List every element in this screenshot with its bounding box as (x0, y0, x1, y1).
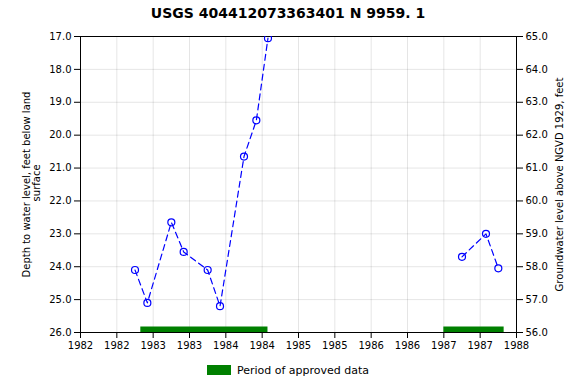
html-text:USGS 404412073363401 N 9959. 1: USGS 404412073363401 N 9959. 1 (150, 5, 426, 21)
svg-text:58.0: 58.0 (526, 261, 548, 272)
svg-text:61.0: 61.0 (526, 162, 548, 173)
svg-text:Depth to water level, feet bel: Depth to water level, feet below land su… (21, 92, 42, 278)
svg-text:19.0: 19.0 (49, 96, 71, 107)
svg-text:17.0: 17.0 (49, 31, 71, 42)
svg-text:18.0: 18.0 (49, 64, 71, 75)
svg-text:1984: 1984 (249, 340, 274, 351)
svg-text:60.0: 60.0 (526, 195, 548, 206)
svg-text:1982: 1982 (68, 340, 93, 351)
svg-text:25.0: 25.0 (49, 294, 71, 305)
svg-text:1986: 1986 (358, 340, 383, 351)
svg-text:1982: 1982 (104, 340, 129, 351)
svg-text:20.0: 20.0 (49, 129, 71, 140)
svg-text:26.0: 26.0 (49, 327, 71, 338)
svg-text:23.0: 23.0 (49, 228, 71, 239)
svg-text:21.0: 21.0 (49, 162, 71, 173)
svg-text:63.0: 63.0 (526, 96, 548, 107)
svg-text:1988: 1988 (504, 340, 529, 351)
svg-text:24.0: 24.0 (49, 261, 71, 272)
svg-text:1983: 1983 (177, 340, 202, 351)
svg-text:1985: 1985 (286, 340, 311, 351)
svg-text:59.0: 59.0 (526, 228, 548, 239)
svg-text:57.0: 57.0 (526, 294, 548, 305)
svg-text:64.0: 64.0 (526, 64, 548, 75)
svg-text:62.0: 62.0 (526, 129, 548, 140)
html-text:Period of approved data: Period of approved data (236, 363, 370, 377)
svg-text:22.0: 22.0 (49, 195, 71, 206)
svg-text:1983: 1983 (140, 340, 165, 351)
svg-text:56.0: 56.0 (526, 327, 548, 338)
svg-text:65.0: 65.0 (526, 31, 548, 42)
svg-text:1987: 1987 (467, 340, 492, 351)
svg-text:1987: 1987 (431, 340, 456, 351)
svg-text:1985: 1985 (322, 340, 347, 351)
svg-text:1986: 1986 (395, 340, 420, 351)
svg-text:1984: 1984 (213, 340, 238, 351)
svg-text:Groundwater level above NGVD 1: Groundwater level above NGVD 1929, feet (554, 78, 565, 292)
